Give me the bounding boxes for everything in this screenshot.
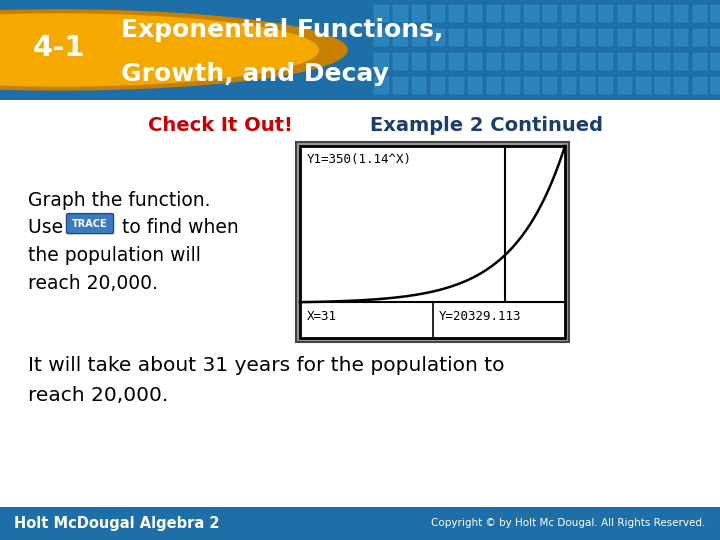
Bar (674, 77, 688, 94)
Bar (580, 5, 595, 22)
Bar (524, 53, 539, 70)
Bar (374, 5, 389, 22)
Bar (655, 29, 670, 46)
FancyBboxPatch shape (66, 214, 114, 234)
Bar (505, 53, 520, 70)
Bar (374, 77, 389, 94)
Bar (562, 29, 576, 46)
Text: reach 20,000.: reach 20,000. (28, 386, 168, 406)
Bar (374, 53, 389, 70)
Text: reach 20,000.: reach 20,000. (28, 274, 158, 293)
Text: TRACE: TRACE (72, 219, 108, 228)
Bar (599, 53, 613, 70)
Bar (468, 53, 482, 70)
Text: Graph the function.: Graph the function. (28, 191, 210, 210)
Text: Holt McDougal Algebra 2: Holt McDougal Algebra 2 (14, 516, 220, 531)
Text: Check It Out!: Check It Out! (148, 116, 293, 135)
Bar (693, 29, 707, 46)
Bar (674, 5, 688, 22)
Bar (300, 146, 565, 338)
Bar (636, 77, 651, 94)
Bar (599, 29, 613, 46)
Bar (580, 53, 595, 70)
Text: Copyright © by Holt Mc Dougal. All Rights Reserved.: Copyright © by Holt Mc Dougal. All Right… (431, 518, 706, 528)
Bar (487, 29, 501, 46)
Bar (393, 5, 408, 22)
Bar (599, 5, 613, 22)
Bar (468, 29, 482, 46)
Bar (636, 53, 651, 70)
Circle shape (0, 14, 318, 86)
Bar (412, 5, 426, 22)
Bar (693, 53, 707, 70)
Bar (393, 29, 408, 46)
Bar (524, 29, 539, 46)
Bar (543, 29, 557, 46)
Bar (636, 29, 651, 46)
Bar (580, 77, 595, 94)
Bar (562, 77, 576, 94)
Bar (580, 29, 595, 46)
Text: 4-1: 4-1 (32, 34, 86, 62)
Bar (599, 77, 613, 94)
Bar (449, 5, 464, 22)
Bar (618, 29, 632, 46)
Bar (505, 77, 520, 94)
Bar (636, 5, 651, 22)
Bar (543, 5, 557, 22)
Text: It will take about 31 years for the population to: It will take about 31 years for the popu… (28, 356, 505, 375)
Bar (655, 53, 670, 70)
Bar (618, 5, 632, 22)
Bar (468, 5, 482, 22)
Bar (393, 77, 408, 94)
Bar (562, 53, 576, 70)
Bar (296, 142, 569, 342)
Bar (487, 5, 501, 22)
Bar (449, 77, 464, 94)
Text: Exponential Functions,: Exponential Functions, (121, 18, 444, 42)
Text: Y1=350(1.14^X): Y1=350(1.14^X) (307, 153, 412, 166)
Bar (711, 29, 720, 46)
Bar (487, 77, 501, 94)
Bar (487, 53, 501, 70)
Bar (693, 5, 707, 22)
Bar (449, 29, 464, 46)
Bar (505, 5, 520, 22)
Text: the population will: the population will (28, 246, 201, 265)
Bar (449, 53, 464, 70)
Bar (618, 53, 632, 70)
Text: X=31: X=31 (307, 310, 337, 323)
Text: Growth, and Decay: Growth, and Decay (121, 62, 389, 86)
Text: Example 2 Continued: Example 2 Continued (370, 116, 603, 135)
Bar (693, 77, 707, 94)
Bar (543, 53, 557, 70)
Bar (505, 29, 520, 46)
Text: to find when: to find when (116, 218, 239, 237)
Bar (524, 5, 539, 22)
Text: Y=20329.113: Y=20329.113 (438, 310, 521, 323)
Bar (655, 77, 670, 94)
Bar (674, 29, 688, 46)
Bar (431, 77, 445, 94)
Bar (431, 29, 445, 46)
Bar (711, 53, 720, 70)
Bar (711, 77, 720, 94)
Bar (412, 53, 426, 70)
Bar (655, 5, 670, 22)
Text: Use: Use (28, 218, 69, 237)
Bar (431, 5, 445, 22)
Bar (468, 77, 482, 94)
Bar (393, 53, 408, 70)
Bar (431, 53, 445, 70)
Bar (524, 77, 539, 94)
Bar (674, 53, 688, 70)
Circle shape (0, 10, 347, 90)
Bar (711, 5, 720, 22)
Bar (618, 77, 632, 94)
Bar (543, 77, 557, 94)
Bar (562, 5, 576, 22)
Bar (374, 29, 389, 46)
Bar (412, 77, 426, 94)
Bar (412, 29, 426, 46)
